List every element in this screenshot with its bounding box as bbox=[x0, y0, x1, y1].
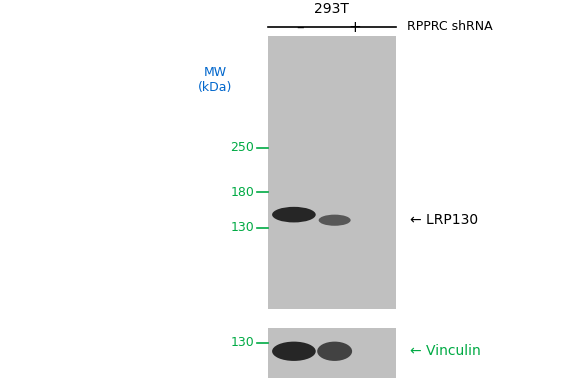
Text: 180: 180 bbox=[230, 186, 254, 199]
Bar bbox=[268, 328, 396, 378]
Text: MW
(kDa): MW (kDa) bbox=[198, 66, 233, 94]
Text: 293T: 293T bbox=[314, 2, 349, 16]
Text: 130: 130 bbox=[230, 336, 254, 349]
Ellipse shape bbox=[317, 342, 352, 361]
Text: RPPRC shRNA: RPPRC shRNA bbox=[407, 20, 493, 33]
Bar bbox=[268, 36, 396, 309]
Text: +: + bbox=[349, 20, 361, 34]
Text: 130: 130 bbox=[230, 221, 254, 234]
Text: ← LRP130: ← LRP130 bbox=[410, 213, 478, 227]
Ellipse shape bbox=[272, 207, 315, 222]
Text: ← Vinculin: ← Vinculin bbox=[410, 344, 481, 358]
Ellipse shape bbox=[272, 342, 315, 361]
Text: –: – bbox=[296, 20, 304, 34]
Text: 250: 250 bbox=[230, 141, 254, 154]
Ellipse shape bbox=[318, 215, 350, 226]
